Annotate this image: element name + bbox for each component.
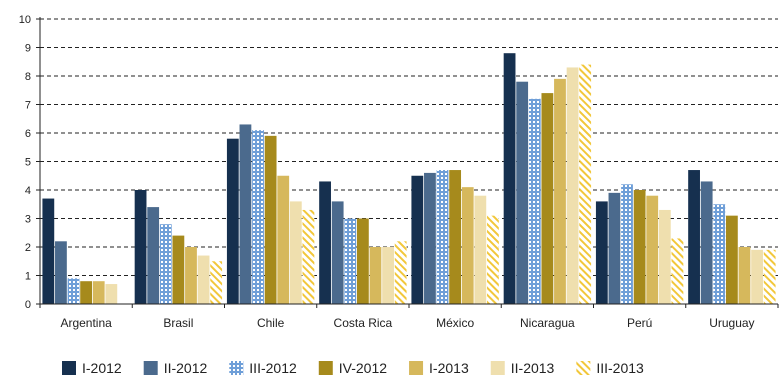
bar: [55, 241, 67, 304]
x-axis: Argentina Brasil Chile Costa Rica México Nica…: [60, 316, 754, 330]
x-tick-label: Perú: [627, 316, 652, 330]
x-tick-label: Argentina: [60, 316, 112, 330]
bar: [554, 78, 566, 304]
bar: [725, 215, 738, 304]
x-tick-label: México: [436, 316, 474, 330]
bar: [210, 261, 223, 304]
bar: [621, 184, 633, 304]
bar: [197, 255, 210, 304]
legend-label: IV-2012: [339, 360, 387, 376]
bar: [763, 249, 776, 304]
legend: I-2012 II-2012 III-2012 IV-2012 I-2013 II-201…: [62, 360, 644, 376]
bar: [738, 247, 751, 304]
legend-swatch: [409, 361, 424, 375]
bar: [344, 218, 357, 304]
legend-label: III-2012: [249, 360, 297, 376]
x-tick-label: Costa Rica: [334, 316, 393, 330]
y-axis: 0 1 2 3 4 5 6 7 8 9 10: [19, 14, 31, 311]
bar: [566, 67, 579, 304]
x-tick-label: Uruguay: [709, 316, 754, 330]
x-tick-label: Nicaragua: [520, 316, 575, 330]
axes: [36, 17, 779, 308]
bar: [541, 93, 554, 304]
y-tick-label: 2: [25, 242, 31, 254]
y-tick-label: 10: [19, 14, 31, 26]
bar: [595, 201, 608, 304]
legend-label: II-2013: [511, 360, 555, 376]
y-tick-label: 3: [25, 214, 31, 226]
bar: [92, 281, 105, 304]
bar: [331, 201, 344, 304]
legend-label: I-2012: [82, 360, 122, 376]
bar: [147, 207, 160, 304]
bar: [302, 209, 315, 304]
y-tick-label: 9: [25, 43, 31, 55]
y-tick-label: 6: [25, 128, 31, 140]
bar: [474, 195, 487, 304]
legend-swatch: [62, 361, 76, 375]
bar: [528, 98, 541, 304]
legend-label: II-2012: [164, 360, 208, 376]
bar: [67, 278, 80, 304]
bar: [579, 64, 592, 304]
legend-swatch: [229, 361, 244, 375]
bar: [449, 170, 462, 304]
bar: [700, 181, 713, 304]
bar: [503, 53, 516, 305]
bar: [688, 170, 700, 304]
bar: [671, 238, 684, 304]
bar: [264, 135, 277, 304]
bar: [159, 224, 172, 304]
y-tick-label: 1: [25, 271, 31, 283]
bar: [633, 190, 646, 304]
bar: [751, 249, 763, 304]
bar: [252, 130, 264, 304]
y-tick-label: 7: [25, 100, 31, 112]
bar: [394, 241, 407, 304]
bar: [356, 218, 369, 304]
legend-swatch: [576, 361, 591, 375]
bar: [239, 124, 252, 304]
y-tick-label: 4: [25, 185, 31, 197]
legend-label: III-2013: [596, 360, 644, 376]
bar: [516, 81, 529, 304]
bar: [436, 170, 449, 304]
legend-label: I-2013: [429, 360, 469, 376]
bar: [226, 138, 239, 304]
bar: [411, 175, 424, 304]
bar: [42, 198, 55, 304]
bar: [382, 247, 394, 304]
bar: [134, 190, 147, 304]
bar: [646, 195, 659, 304]
legend-swatch: [490, 361, 505, 375]
legend-swatch: [143, 361, 158, 375]
bar: [658, 209, 671, 304]
y-tick-label: 0: [25, 299, 31, 311]
y-tick-label: 5: [25, 157, 31, 169]
x-tick-label: Chile: [257, 316, 285, 330]
x-tick-label: Brasil: [163, 316, 193, 330]
legend-swatch: [318, 361, 333, 375]
y-tick-label: 8: [25, 71, 31, 83]
bar: [424, 172, 436, 304]
bar: [319, 181, 331, 304]
bar: [172, 235, 185, 304]
bar: [608, 192, 621, 304]
bar: [487, 215, 499, 304]
bar: [289, 201, 302, 304]
bar: [369, 247, 382, 304]
bar: [185, 247, 197, 304]
bar: [105, 284, 118, 304]
bars: [42, 53, 776, 305]
bar: [713, 204, 726, 304]
bar: [461, 187, 474, 304]
bar: [80, 281, 93, 304]
bar: [277, 175, 290, 304]
